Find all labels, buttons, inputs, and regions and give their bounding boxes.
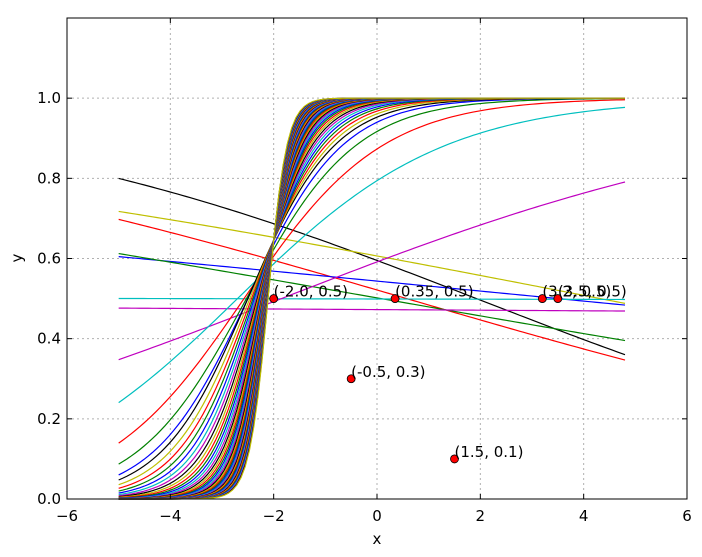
x-tick-label: −4 [159,507,181,525]
series-line [118,99,626,444]
x-tick-label: 4 [579,507,589,525]
series-line [118,252,626,342]
series-layer [118,97,626,500]
y-tick-label: 1.0 [37,89,61,107]
point-label: (3.5, 0.5) [558,283,627,301]
point-label: (-2.0, 0.5) [274,283,348,301]
point-label: (-0.5, 0.3) [351,363,425,381]
points-layer: (-2.0, 0.5) (0.35, 0.5) (3.2, 0.5)(3.5, 0.… [269,283,627,464]
x-axis-label: x [373,530,382,548]
data-point [390,294,400,303]
x-tick-label: −2 [263,507,285,525]
ticks: −6 −4 −2 0 2 4 6 0.0 0.2 0.4 0.6 0.8 1.0 [37,18,692,525]
y-tick-label: 0.2 [37,410,61,428]
series-line [118,97,626,465]
x-tick-label: 0 [372,507,382,525]
point-label: (0.35, 0.5) [395,283,474,301]
y-tick-label: 0.4 [37,330,61,348]
point-label: (1.5, 0.1) [455,443,524,461]
y-tick-label: 0.6 [37,250,61,268]
x-tick-label: 6 [682,507,692,525]
data-point [450,454,459,464]
data-point [553,294,563,303]
series-line [118,177,626,356]
data-point [537,294,547,303]
series-line [118,210,626,304]
series-line [118,307,626,312]
series-line [118,181,626,361]
data-point [269,294,279,303]
y-axis-label: y [8,253,26,262]
y-tick-label: 0.0 [37,490,61,508]
y-tick-label: 0.8 [37,169,61,187]
series-line [118,106,626,404]
data-point [346,374,356,384]
series-line [118,218,626,361]
x-tick-label: 2 [476,507,486,525]
x-tick-label: −6 [56,507,78,525]
